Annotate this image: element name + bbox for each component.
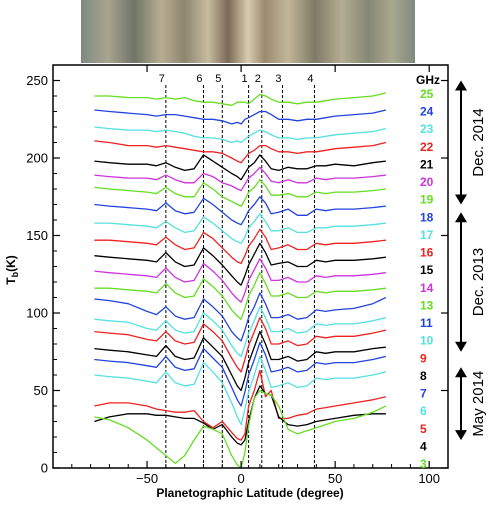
legend-item-14-ghz: 14 (420, 281, 434, 295)
series-9-ghz-line (94, 316, 387, 373)
legend-item-21-ghz: 21 (420, 157, 434, 171)
legend-item-17-ghz: 17 (420, 228, 434, 242)
series-13-ghz-line (94, 272, 386, 320)
epoch-arrow-head-bottom-1 (455, 341, 467, 352)
series-18-ghz-line (94, 196, 386, 226)
epoch-arrow-head-top-0 (455, 80, 467, 91)
legend-item-9-ghz: 9 (420, 351, 427, 365)
legend-item-13-ghz: 13 (420, 298, 434, 312)
x-axis-title: Planetographic Latitude (degree) (156, 486, 343, 500)
series-6-ghz-line (94, 355, 387, 426)
series-14-ghz-line (94, 258, 386, 303)
legend-item-20-ghz: 20 (420, 175, 434, 189)
legend-item-6-ghz: 6 (420, 404, 427, 418)
y-axis: 0 50 100 150 200 250 (26, 73, 448, 476)
series-4-ghz-line (94, 385, 386, 446)
legend-item-25-ghz: 25 (420, 87, 434, 101)
epoch-label-0: Dec. 2014 (470, 108, 487, 176)
band-label-1: 1 (242, 73, 248, 85)
y-axis-title-sub: b (10, 271, 20, 277)
series-24-ghz-line (94, 109, 387, 125)
series-10-ghz-line (94, 306, 387, 358)
legend-item-5-ghz: 5 (420, 422, 427, 436)
band-label-2: 2 (255, 73, 261, 85)
epoch-label-2: May 2014 (470, 371, 487, 437)
series-17-ghz-line (94, 213, 386, 244)
band-label-4: 4 (307, 73, 313, 85)
series-16-ghz-line (94, 228, 386, 265)
x-tick-label-100: 100 (418, 471, 440, 486)
y-tick-label-250: 250 (26, 73, 48, 88)
legend-item-4-ghz: 4 (420, 439, 427, 453)
y-tick-label-50: 50 (34, 383, 48, 398)
legend-item-22-ghz: 22 (420, 140, 434, 154)
epoch-arrow-head-bottom-0 (455, 194, 467, 205)
y-axis-title-main: T (4, 277, 18, 285)
x-axis: −50 0 50 100 (71, 65, 440, 486)
y-tick-label-100: 100 (26, 306, 48, 321)
epoch-arrow-head-bottom-2 (455, 430, 467, 441)
legend-item-7-ghz: 7 (420, 387, 427, 401)
band-label-3: 3 (275, 73, 281, 85)
legend-item-19-ghz: 19 (420, 193, 434, 207)
series-21-ghz-line (94, 154, 386, 181)
series-23-ghz-line (94, 126, 387, 144)
legend-item-16-ghz: 16 (420, 246, 434, 260)
x-tick-label-0: 0 (237, 471, 244, 486)
series-7-ghz-line (94, 341, 387, 407)
planet-map-strip (81, 0, 415, 63)
legend-item-3-ghz: 3 (420, 457, 427, 471)
legend-item-24-ghz: 24 (420, 105, 434, 119)
y-tick-label-150: 150 (26, 228, 48, 243)
legend-item-11-ghz: 11 (420, 316, 433, 330)
series-3-ghz-line (94, 389, 387, 468)
y-axis-title-unit: (K) (4, 255, 18, 272)
series-19-ghz-line (94, 179, 386, 207)
series-11-ghz-line (94, 292, 387, 342)
x-tick-label-50: 50 (328, 471, 342, 486)
legend: 25 24 23 22 21 20 19 18 17 16 15 14 13 11 10 9 8 7 6 5 4 3 (420, 87, 434, 471)
legend-item-23-ghz: 23 (420, 122, 434, 136)
epoch-arrow-head-top-1 (455, 212, 467, 223)
y-tick-label-200: 200 (26, 151, 48, 166)
series-22-ghz-line (94, 140, 387, 164)
series-5-ghz-line (94, 369, 387, 441)
legend-item-10-ghz: 10 (420, 334, 434, 348)
epoch-markers: Dec. 2014 Dec. 2013 May 2014 (455, 80, 487, 441)
x-tick-label--50: −50 (136, 471, 158, 486)
series-15-ghz-line (94, 242, 386, 286)
plot-frame (52, 64, 449, 469)
legend-title: GHz (416, 73, 440, 87)
legend-item-15-ghz: 15 (420, 263, 434, 277)
series-20-ghz-line (94, 166, 386, 192)
band-label-5: 5 (215, 73, 221, 85)
epoch-label-1: Dec. 2013 (470, 248, 487, 316)
y-tick-label-0: 0 (41, 461, 48, 476)
series-25-ghz-line (94, 92, 387, 106)
y-axis-title: Tb(K) (4, 255, 20, 285)
band-label-7: 7 (159, 73, 165, 85)
series-8-ghz-line (94, 330, 386, 392)
legend-item-8-ghz: 8 (420, 369, 427, 383)
band-label-6: 6 (196, 73, 202, 85)
legend-item-18-ghz: 18 (420, 210, 434, 224)
series-group (94, 92, 387, 468)
epoch-arrow-head-top-2 (455, 367, 467, 378)
